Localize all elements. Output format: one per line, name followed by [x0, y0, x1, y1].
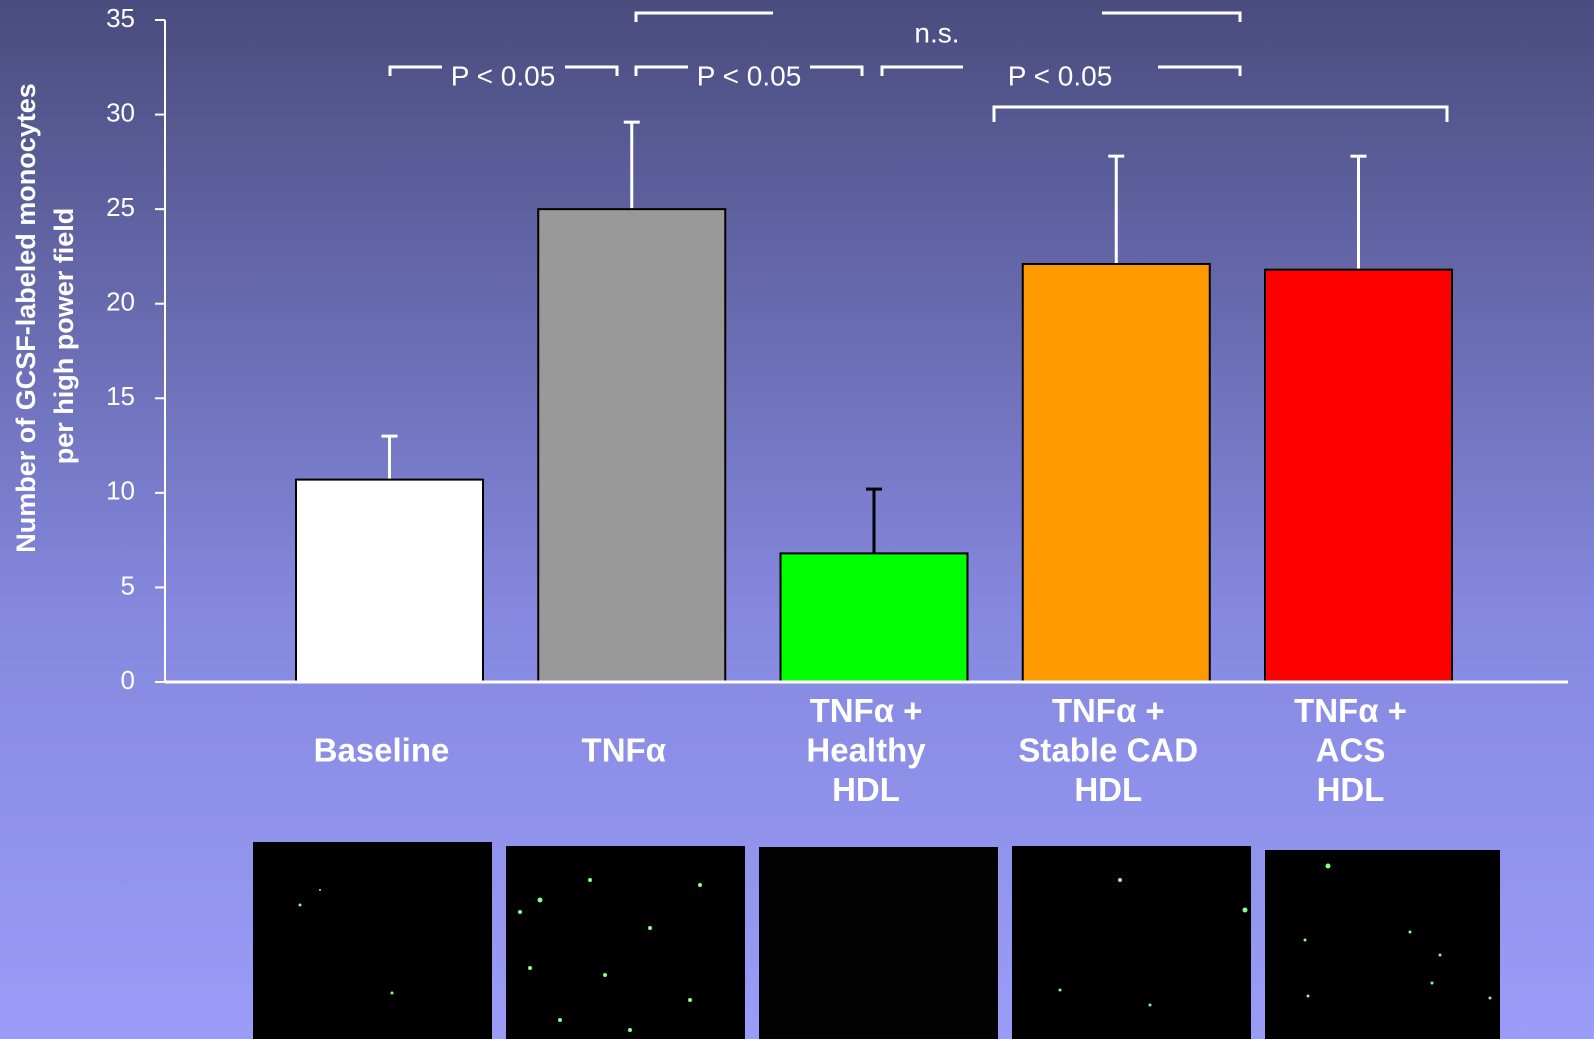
y-tick-label: 0 — [121, 665, 135, 695]
y-tick-label: 15 — [106, 381, 135, 411]
y-tick-label: 10 — [106, 476, 135, 506]
bar — [538, 209, 725, 682]
x-tick-label: ACS — [1316, 732, 1386, 769]
y-tick-label: 30 — [106, 97, 135, 127]
x-tick-label: TNFα + — [810, 692, 923, 729]
x-tick-label: TNFα — [582, 732, 666, 769]
y-tick-label: 35 — [106, 3, 135, 33]
x-tick-label: HDL — [832, 771, 900, 808]
x-tick-label: Stable CAD — [1018, 732, 1198, 769]
y-axis-label: Number of GCSF-labeled monocytes — [11, 83, 41, 553]
y-tick-label: 25 — [106, 192, 135, 222]
y-tick-label: 20 — [106, 287, 135, 317]
x-tick-label: TNFα + — [1294, 692, 1407, 729]
annotation: P < 0.05 — [451, 60, 556, 91]
x-tick-label: Healthy — [806, 732, 926, 769]
annotation: P < 0.05 — [1008, 60, 1113, 91]
x-tick-label: HDL — [1074, 771, 1142, 808]
bar — [1265, 270, 1452, 682]
annotation: P < 0.05 — [697, 60, 802, 91]
x-tick-label: Baseline — [314, 732, 450, 769]
x-tick-label: TNFα + — [1052, 692, 1165, 729]
bar — [781, 553, 968, 682]
bar — [296, 480, 483, 682]
annotation: n.s. — [914, 17, 959, 48]
y-tick-label: 5 — [121, 570, 135, 600]
y-axis-label: per high power field — [49, 208, 79, 465]
page: Number of GCSF-labeled monocytes per hig… — [0, 0, 1594, 1039]
micrographs — [253, 842, 1500, 1039]
x-tick-label: HDL — [1317, 771, 1385, 808]
chart: Number of GCSF-labeled monocytes per hig… — [0, 0, 1594, 1039]
bar — [1023, 264, 1210, 682]
